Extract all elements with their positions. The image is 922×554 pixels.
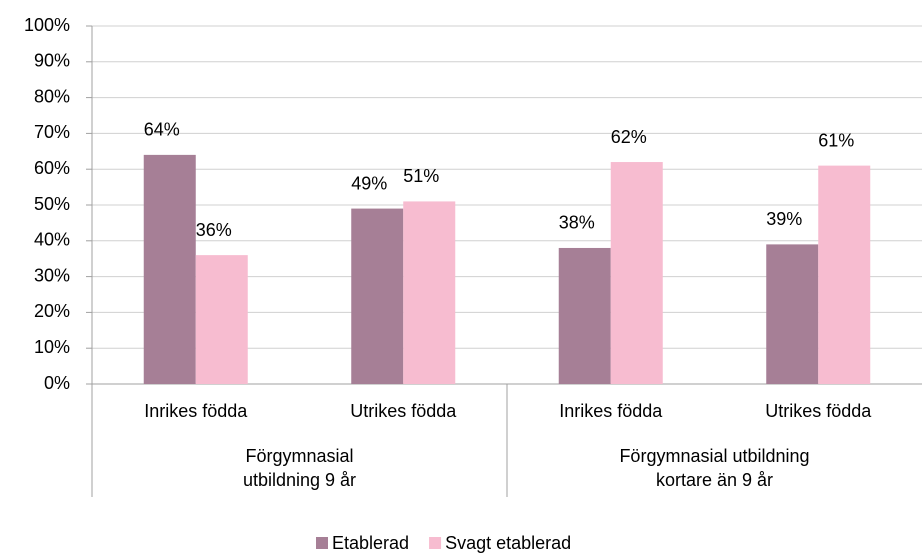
- y-tick-label: 90%: [34, 51, 70, 71]
- y-tick-label: 50%: [34, 194, 70, 214]
- legend-label: Etablerad: [332, 533, 409, 553]
- bar: [143, 154, 196, 384]
- group-label: Förgymnasial utbildning 9 år: [242, 446, 357, 490]
- legend-label: Svagt etablerad: [445, 533, 571, 553]
- x-tick-label: Inrikes födda: [144, 401, 248, 421]
- y-tick-label: 60%: [34, 158, 70, 178]
- y-tick-label: 40%: [34, 230, 70, 250]
- value-label: 61%: [818, 130, 854, 150]
- bar: [195, 255, 248, 384]
- bar: [403, 201, 456, 384]
- group-label: Förgymnasial utbildning kortare än 9 år: [619, 446, 810, 490]
- value-label: 62%: [611, 127, 647, 147]
- y-tick-label: 100%: [24, 15, 70, 35]
- x-tick-label: Inrikes födda: [559, 401, 663, 421]
- legend-swatch: [429, 537, 442, 549]
- legend-swatch: [316, 537, 328, 549]
- value-label: 36%: [196, 220, 232, 240]
- x-tick-label: Utrikes födda: [765, 401, 872, 421]
- y-tick-label: 20%: [34, 301, 70, 321]
- y-tick-label: 80%: [34, 86, 70, 106]
- y-tick-label: 30%: [34, 265, 70, 285]
- value-label: 64%: [144, 120, 180, 140]
- x-tick-label: Utrikes födda: [350, 401, 457, 421]
- bar: [558, 247, 611, 384]
- value-label: 49%: [351, 173, 387, 193]
- value-label: 38%: [559, 213, 595, 233]
- y-tick-label: 10%: [34, 337, 70, 357]
- bar: [818, 165, 871, 384]
- bar: [610, 162, 663, 384]
- bar: [766, 244, 819, 384]
- bar: [351, 208, 404, 384]
- value-label: 51%: [403, 166, 439, 186]
- y-tick-label: 70%: [34, 122, 70, 142]
- value-label: 39%: [766, 209, 802, 229]
- y-tick-label: 0%: [44, 373, 70, 393]
